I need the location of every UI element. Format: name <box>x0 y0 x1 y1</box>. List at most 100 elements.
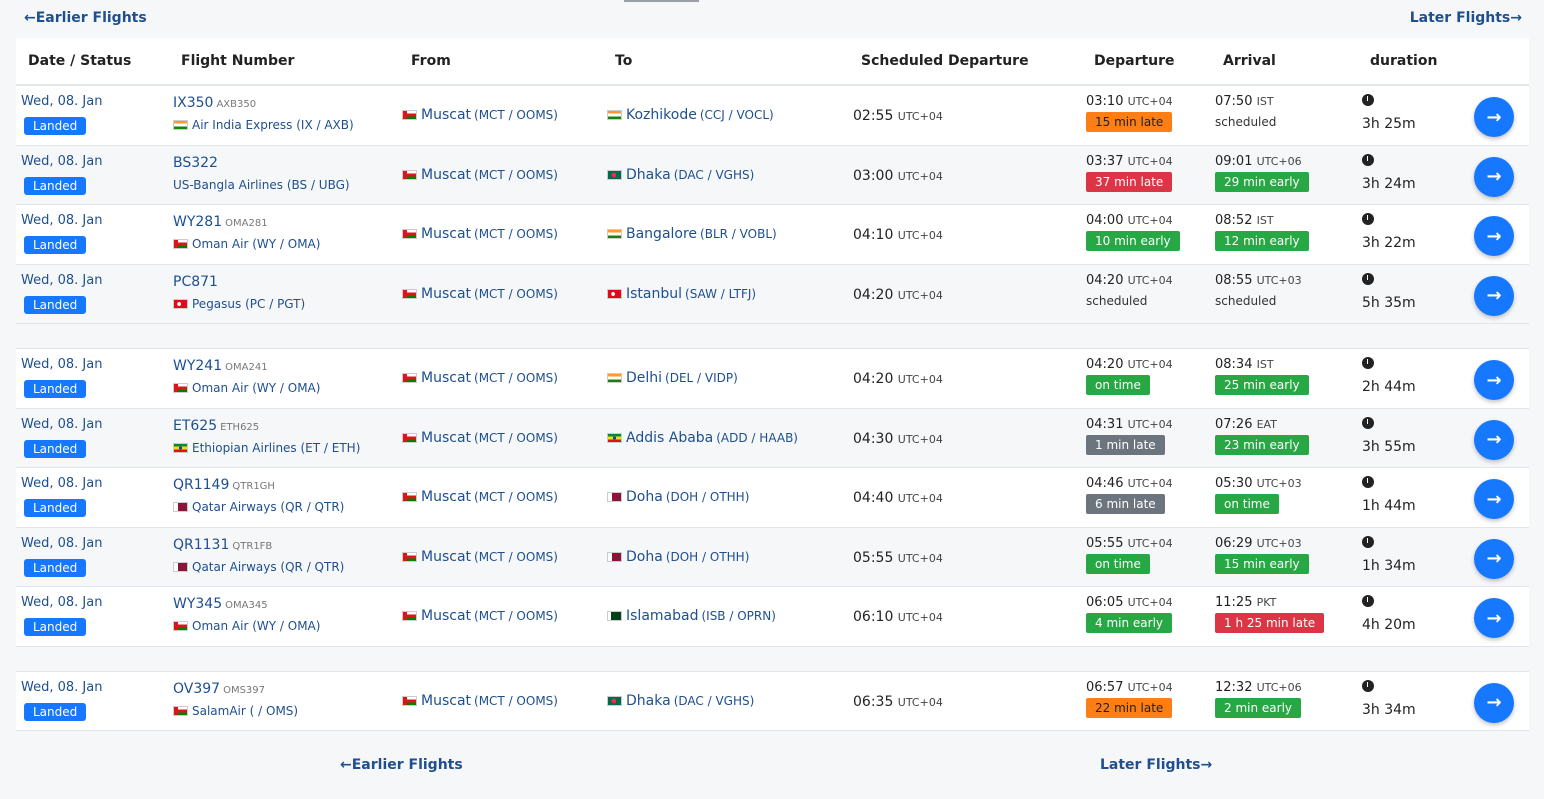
flight-number-link[interactable]: QR1131 QTR1FB <box>173 536 273 553</box>
from-airport-link[interactable]: Muscat (MCT / OOMS) <box>402 549 558 565</box>
flight-number-link[interactable]: ET625 ETH625 <box>173 417 260 434</box>
airline-link[interactable]: Oman Air (WY / OMA) <box>173 619 320 633</box>
later-flights-link-bottom[interactable]: Later Flights→ <box>1100 757 1213 773</box>
airline-codes: (WY / OMA) <box>252 237 321 251</box>
to-city: Bangalore <box>626 226 698 242</box>
flight-number-link[interactable]: WY345 OMA345 <box>173 596 268 612</box>
to-airport-link[interactable]: Doha (DOH / OTHH) <box>607 489 749 505</box>
airline-name: Oman Air <box>192 619 253 633</box>
airline-link[interactable]: Qatar Airways (QR / QTR) <box>173 500 344 514</box>
flight-date[interactable]: Wed, 08. Jan <box>21 153 103 169</box>
flight-number-link[interactable]: BS322 <box>173 154 218 171</box>
from-airport-link[interactable]: Muscat (MCT / OOMS) <box>402 167 558 183</box>
flight-number-link[interactable]: QR1149 QTR1GH <box>173 477 275 493</box>
flight-details-button[interactable]: → <box>1474 598 1514 638</box>
from-airport-link[interactable]: Muscat (MCT / OOMS) <box>402 226 558 242</box>
flight-number-link[interactable]: PC871 <box>173 273 218 290</box>
to-airport-link[interactable]: Addis Ababa (ADD / HAAB) <box>607 430 798 446</box>
to-airport-link[interactable]: Dhaka (DAC / VGHS) <box>607 167 754 183</box>
from-codes: (MCT / OOMS) <box>474 430 558 445</box>
flight-icao-code: AXB350 <box>216 99 257 110</box>
earlier-flights-link[interactable]: ←Earlier Flights <box>24 10 147 26</box>
flight-date[interactable]: Wed, 08. Jan <box>21 416 103 432</box>
timezone: UTC+04 <box>1127 477 1173 490</box>
flight-details-button[interactable]: → <box>1474 216 1514 256</box>
flight-details-button[interactable]: → <box>1474 360 1514 400</box>
flight-date[interactable]: Wed, 08. Jan <box>21 476 103 491</box>
clock-icon <box>1362 679 1374 692</box>
flight-number-link[interactable]: WY241 OMA241 <box>173 358 268 374</box>
airline-link[interactable]: Oman Air (WY / OMA) <box>173 237 320 251</box>
flight-date[interactable]: Wed, 08. Jan <box>21 272 103 288</box>
flight-number-link[interactable]: IX350 AXB350 <box>173 95 257 111</box>
from-airport-link[interactable]: Muscat (MCT / OOMS) <box>402 107 558 123</box>
flight-date[interactable]: Wed, 08. Jan <box>21 94 103 109</box>
from-airport-link[interactable]: Muscat (MCT / OOMS) <box>402 608 558 624</box>
flight-date[interactable]: Wed, 08. Jan <box>21 213 103 228</box>
earlier-flights-link-bottom[interactable]: ←Earlier Flights <box>340 757 463 773</box>
flight-date[interactable]: Wed, 08. Jan <box>21 535 103 551</box>
timezone: UTC+04 <box>897 432 943 446</box>
timezone: IST <box>1256 95 1274 108</box>
timezone: UTC+04 <box>897 169 943 183</box>
arrival-cell: 06:29 UTC+03 15 min early <box>1215 536 1309 574</box>
airline-codes: ( / OMS) <box>249 703 299 718</box>
from-airport-link[interactable]: Muscat (MCT / OOMS) <box>402 693 558 709</box>
duration-cell: 3h 22m <box>1362 213 1416 251</box>
flight-details-button[interactable]: → <box>1474 275 1514 316</box>
from-city: Muscat <box>421 166 472 183</box>
to-airport-link[interactable]: Kozhikode (CCJ / VOCL) <box>607 107 774 123</box>
flight-details-button[interactable]: → <box>1474 156 1514 197</box>
table-row: Wed, 08. Jan Landed WY345 OMA345 Oman Air (W… <box>16 587 1529 647</box>
to-airport-link[interactable]: Dhaka (DAC / VGHS) <box>607 693 754 709</box>
flight-details-button[interactable]: → <box>1474 682 1514 723</box>
timezone: UTC+03 <box>1256 536 1302 550</box>
airline-link[interactable]: US-Bangla Airlines (BS / UBG) <box>173 178 350 192</box>
later-flights-link[interactable]: Later Flights→ <box>1409 10 1522 26</box>
to-city: Islamabad <box>626 608 699 624</box>
airline-link[interactable]: Pegasus (PC / PGT) <box>173 297 305 311</box>
arrival-cell: 09:01 UTC+06 29 min early <box>1215 154 1309 192</box>
flight-date[interactable]: Wed, 08. Jan <box>21 595 103 610</box>
airline-link[interactable]: Air India Express (IX / AXB) <box>173 118 354 132</box>
airline-link[interactable]: Ethiopian Airlines (ET / ETH) <box>173 441 360 455</box>
from-codes: (MCT / OOMS) <box>474 227 558 241</box>
to-airport-link[interactable]: Islamabad (ISB / OPRN) <box>607 608 776 624</box>
from-airport-link[interactable]: Muscat (MCT / OOMS) <box>402 370 558 386</box>
flight-details-button[interactable]: → <box>1474 97 1514 137</box>
flight-details-button[interactable]: → <box>1474 419 1514 460</box>
airline-link[interactable]: Oman Air (WY / OMA) <box>173 381 320 395</box>
from-city: Muscat <box>421 692 472 709</box>
timezone: UTC+04 <box>1127 358 1173 371</box>
flight-details-button[interactable]: → <box>1474 538 1514 579</box>
airline-codes: (IX / AXB) <box>296 118 354 132</box>
from-airport-link[interactable]: Muscat (MCT / OOMS) <box>402 286 558 302</box>
from-airport-link[interactable]: Muscat (MCT / OOMS) <box>402 489 558 505</box>
flight-icao-code: OMA281 <box>225 218 268 229</box>
departure-time: 04:46 UTC+04 <box>1086 476 1173 491</box>
flight-number-link[interactable]: WY281 OMA281 <box>173 214 268 230</box>
to-airport-link[interactable]: Doha (DOH / OTHH) <box>607 549 749 565</box>
flight-details-button[interactable]: → <box>1474 479 1514 519</box>
duration-cell: 1h 34m <box>1362 535 1416 574</box>
flight-date[interactable]: Wed, 08. Jan <box>21 357 103 372</box>
airline-link[interactable]: SalamAir ( / OMS) <box>173 704 298 718</box>
from-airport-link[interactable]: Muscat (MCT / OOMS) <box>402 430 558 446</box>
arrival-status-badge: scheduled <box>1215 293 1277 308</box>
arrival-cell: 11:25 PKT 1 h 25 min late <box>1215 595 1325 633</box>
to-airport-link[interactable]: Delhi (DEL / VIDP) <box>607 370 738 386</box>
oman-flag-icon <box>173 239 188 249</box>
to-airport-link[interactable]: Bangalore (BLR / VOBL) <box>607 226 777 242</box>
pakistan-flag-icon <box>607 611 622 621</box>
to-airport-link[interactable]: Istanbul (SAW / LTFJ) <box>607 286 756 302</box>
scheduled-departure: 04:20 UTC+04 <box>853 286 943 303</box>
flight-number-link[interactable]: OV397 OMS397 <box>173 680 266 697</box>
departure-cell: 03:37 UTC+04 37 min late <box>1086 154 1173 192</box>
airline-name: Qatar Airways <box>192 559 281 574</box>
clock-icon <box>1362 476 1374 488</box>
airline-link[interactable]: Qatar Airways (QR / QTR) <box>173 560 344 574</box>
airline-codes: (BS / UBG) <box>286 177 350 192</box>
timezone: UTC+06 <box>1256 154 1302 168</box>
arrival-time: 07:26 EAT <box>1215 416 1277 432</box>
flight-date[interactable]: Wed, 08. Jan <box>21 679 103 695</box>
